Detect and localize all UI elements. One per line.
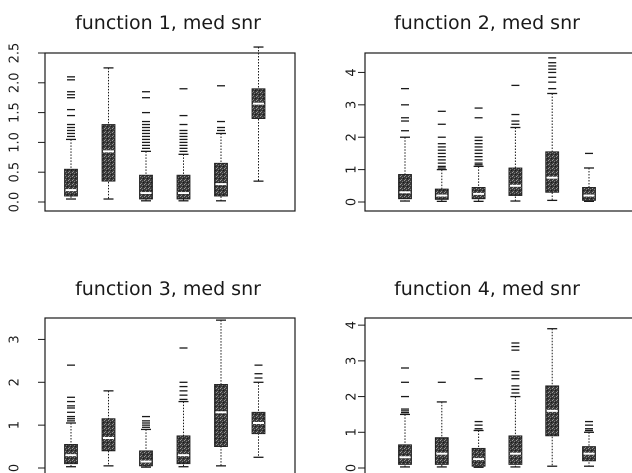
iqr-box <box>545 151 560 193</box>
y-tick-label: 3 <box>345 357 360 365</box>
y-tick-label: 1 <box>345 165 360 173</box>
iqr-box <box>64 168 78 197</box>
box-1 <box>64 364 78 468</box>
iqr-box <box>101 124 116 182</box>
y-tick-label: 0 <box>345 464 360 472</box>
y-tick-label: 1.0 <box>8 132 23 153</box>
y-ticks: 0 1 2 3 4 <box>345 68 365 206</box>
panel-title: function 3, med snr <box>75 278 261 300</box>
box-6 <box>251 364 266 458</box>
y-tick-label: 2 <box>345 133 360 141</box>
box-4 <box>176 88 191 202</box>
iqr-box <box>471 447 486 467</box>
box-5 <box>214 85 228 202</box>
box-3 <box>139 91 153 202</box>
iqr-box <box>434 437 449 465</box>
box-4 <box>176 347 191 468</box>
iqr-box <box>214 162 228 197</box>
y-tick-label: 2.0 <box>8 72 23 93</box>
box-6 <box>251 46 266 182</box>
y-tick-label: 2 <box>345 392 360 400</box>
y-ticks: 0.0 0.5 1.0 1.5 2.0 2.5 <box>8 43 45 213</box>
box-6 <box>582 152 596 203</box>
plot-frame <box>44 317 296 473</box>
box-1 <box>64 76 78 200</box>
box-5 <box>545 328 560 467</box>
box-1 <box>398 87 412 202</box>
box-2 <box>101 390 116 467</box>
y-tick-label: 4 <box>345 68 360 76</box>
box-2 <box>434 381 449 468</box>
panel-function-2: function 2, med snr 0 1 2 3 4 <box>345 12 632 212</box>
y-tick-label: 0 <box>345 198 360 206</box>
plot-frame <box>364 52 632 212</box>
iqr-box <box>64 444 78 465</box>
panel-title: function 4, med snr <box>394 278 580 300</box>
iqr-box <box>398 174 412 200</box>
iqr-box <box>398 444 412 465</box>
boxes <box>398 328 596 468</box>
y-ticks: 0 1 2 3 4 <box>345 321 365 472</box>
box-1 <box>398 367 412 468</box>
panel-function-3: function 3, med snr 0 1 2 3 <box>8 278 296 473</box>
y-tick-label: 0.0 <box>8 192 23 213</box>
iqr-box <box>101 418 116 452</box>
box-3 <box>139 415 153 468</box>
box-4 <box>508 84 523 202</box>
y-tick-label: 0.5 <box>8 162 23 183</box>
panel-title: function 2, med snr <box>394 12 580 34</box>
box-3 <box>471 107 486 203</box>
iqr-box <box>582 187 596 201</box>
box-6 <box>582 420 596 467</box>
boxes <box>398 57 596 203</box>
y-tick-label: 0 <box>8 464 23 472</box>
y-tick-label: 3 <box>8 335 23 343</box>
y-tick-label: 2 <box>8 378 23 386</box>
plot-frame <box>364 317 632 473</box>
y-ticks: 0 1 2 3 <box>8 335 45 472</box>
boxes <box>64 46 266 202</box>
iqr-box <box>434 188 449 200</box>
iqr-box <box>508 435 523 465</box>
box-5 <box>214 319 228 467</box>
y-tick-label: 1.5 <box>8 102 23 123</box>
y-tick-label: 1 <box>8 421 23 429</box>
iqr-box <box>176 435 191 465</box>
boxes <box>64 319 266 468</box>
panel-function-1: function 1, med snr 0.0 0.5 1.0 1.5 2.0 2.5 <box>8 12 296 212</box>
box-2 <box>434 110 449 203</box>
box-5 <box>545 57 560 202</box>
iqr-box <box>139 174 153 200</box>
y-tick-label: 2.5 <box>8 43 23 64</box>
box-2 <box>101 67 116 200</box>
panel-function-4: function 4, med snr 0 1 2 3 4 <box>345 278 632 473</box>
panel-title: function 1, med snr <box>75 12 261 34</box>
y-tick-label: 4 <box>345 321 360 329</box>
iqr-box <box>139 450 153 467</box>
box-4 <box>508 342 523 468</box>
plot-frame <box>44 52 296 212</box>
iqr-box <box>508 167 523 196</box>
y-tick-label: 3 <box>345 101 360 109</box>
box-3 <box>471 378 486 468</box>
y-tick-label: 1 <box>345 428 360 436</box>
iqr-box <box>176 174 191 200</box>
iqr-box <box>214 384 228 447</box>
